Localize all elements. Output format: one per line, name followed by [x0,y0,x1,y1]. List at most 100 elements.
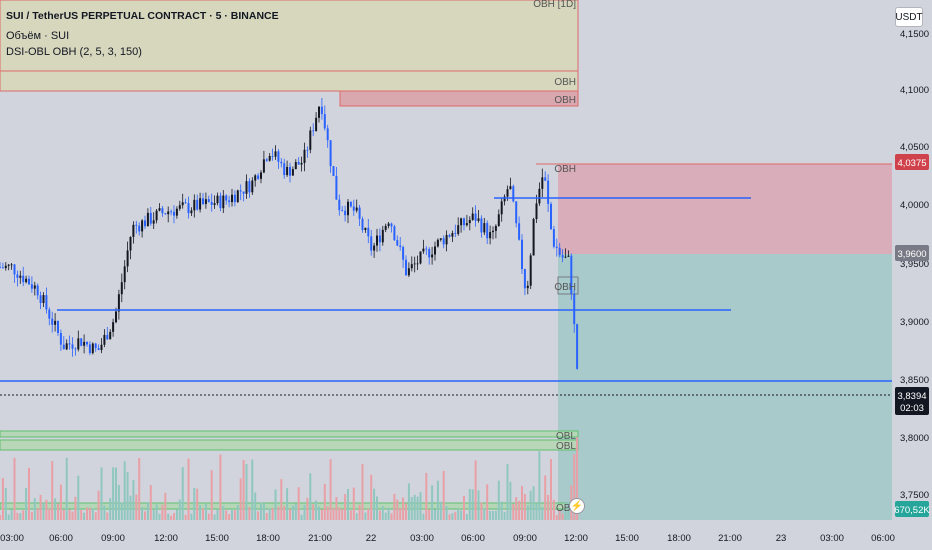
obl-label-1: OBL [556,431,576,442]
volume-bar [547,494,550,520]
volume-bar [1,478,4,520]
volume-bar [416,496,419,520]
candle-body [320,106,323,115]
candle-body [115,311,117,323]
time-axis[interactable]: 03:00 06:00 09:00 12:00 15:00 18:00 21:0… [0,533,895,544]
candle-body [338,199,341,211]
candle-body [318,106,320,118]
candle-body [535,203,538,220]
time-tick: 21:00 [308,533,332,544]
candle-body [268,155,271,161]
volume-bar [0,515,1,520]
volume-bar [45,499,48,520]
candle-body [233,194,236,203]
candle-body [376,235,378,246]
obl-zone-2 [0,439,579,451]
candle-body [65,343,68,350]
candle-body [219,195,222,209]
indicator-legend[interactable]: DSI-OBL OBH (2, 5, 3, 150) [6,46,142,58]
volume-bar [190,513,193,520]
volume-bar [576,437,579,520]
volume-bar [309,473,312,520]
volume-bar [97,490,100,520]
volume-bar [352,487,355,520]
candle-body [503,196,506,202]
candle-body [91,343,94,354]
volume-bar [347,488,349,520]
candle-body [558,247,561,256]
volume-bar [146,502,149,520]
volume-bar [558,510,561,520]
volume-bar [141,506,144,520]
candle-body [202,198,204,205]
price-scale[interactable]: 4,1500 4,1000 4,0500 4,0000 3,9500 3,900… [894,29,930,517]
candle-body [515,201,518,224]
candle-body [454,233,457,234]
symbol-title[interactable]: SUI / TetherUS PERPETUAL CONTRACT · 5 · … [6,10,279,22]
candle-body [315,117,318,131]
volume-bar [370,474,373,520]
candle-body [306,149,309,151]
volume-bar [349,510,352,520]
time-tick: 03:00 [820,533,844,544]
candle-body [216,195,219,204]
volume-bar [344,494,347,520]
price-tick: 3,8500 [900,375,929,386]
volume-bar [489,510,492,520]
volume-bar [405,503,407,520]
candle-body [393,226,396,241]
volume-bar [242,460,245,520]
candle-body [402,246,405,260]
entry-price-tag [895,245,929,261]
currency-button[interactable]: USDT [895,7,923,27]
candle-body [364,227,367,230]
volume-bar [196,488,199,520]
candle-body [199,198,202,210]
candle-body [483,223,486,233]
volume-bar [318,506,320,520]
candle-body [381,229,384,243]
volume-bar [552,499,555,520]
time-tick: 23 [776,533,787,544]
time-tick: 12:00 [564,533,588,544]
time-tick: 03:00 [0,533,24,544]
obh-label-4: OBH [554,282,576,293]
volume-bar [323,483,326,520]
candle-body [74,348,77,350]
candle-body [500,201,503,215]
candle-body [144,220,146,227]
candle-body [477,218,480,221]
candle-body [329,140,332,167]
candle-body [1,267,4,269]
candle-body [416,263,419,265]
candle-body [28,278,30,285]
candle-body [204,199,207,205]
candle-body [460,218,463,226]
candle-body [312,130,315,132]
volume-legend[interactable]: Объём · SUI [6,30,70,42]
candle-body [196,199,199,210]
candle-body [547,180,550,204]
candle-body [309,130,312,150]
volume-bar [42,502,45,520]
volume-bar [361,463,364,520]
candle-body [80,338,83,346]
candle-body [173,211,175,216]
bar-countdown: 02:03 [900,403,924,414]
volume-bar [138,458,141,520]
candle-body [242,191,245,194]
target-price-text: 4,0375 [897,158,926,169]
candle-body [526,285,529,289]
volume-bar [74,496,77,520]
volume-bar [434,509,436,520]
volume-bar [521,486,523,520]
lightning-icon[interactable]: ⚡ [569,498,585,514]
volume-bar [239,478,242,520]
candle-body [4,265,7,269]
candle-body [152,220,155,224]
volume-bar [36,508,39,520]
candle-body [390,223,393,227]
volume-bar [494,510,497,520]
volume-bar [120,502,123,520]
